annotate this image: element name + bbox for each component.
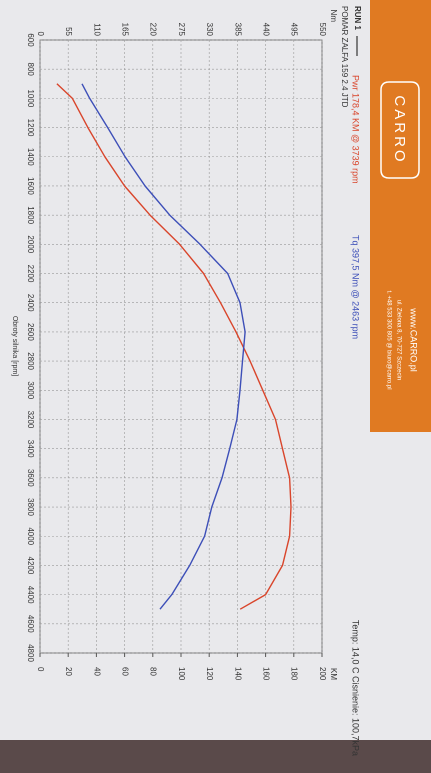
x-tick-label: 4800 <box>26 644 35 662</box>
y2-tick-label: 160 <box>261 667 270 681</box>
x-tick-label: 3600 <box>26 469 35 487</box>
car-name: POMAR ZALFA 159 2.4 JTD <box>340 6 349 108</box>
x-tick-label: 3000 <box>26 381 35 399</box>
x-tick-label: 1600 <box>26 177 35 195</box>
x-tick-label: 4000 <box>26 527 35 545</box>
series-line <box>56 83 292 610</box>
y-tick-label: 220 <box>149 23 158 37</box>
x-tick-label: 2600 <box>26 323 35 341</box>
y-tick-label: 0 <box>36 32 45 37</box>
x-tick-label: 1200 <box>26 119 35 137</box>
x-tick-label: 1400 <box>26 148 35 166</box>
y2-tick-label: 20 <box>64 667 73 676</box>
y-tick-label: 330 <box>205 23 214 37</box>
x-tick-label: 4400 <box>26 586 35 604</box>
y2-tick-label: 80 <box>149 667 158 676</box>
power-peak: Pwr 178,4 KM @ 3739 rpm <box>351 75 361 184</box>
x-tick-label: 2000 <box>26 235 35 253</box>
torque-peak: Tq 397,5 Nm @ 2463 rpm <box>351 235 361 339</box>
brand-contact: t. +48 533 300 805 @ biuro@carro.pl <box>385 290 391 389</box>
x-tick-label: 2400 <box>26 294 35 312</box>
y2-tick-label: 0 <box>36 667 45 672</box>
x-axis-title: Obroty silnika [rpm] <box>11 316 18 376</box>
y-tick-label: 55 <box>64 27 73 36</box>
y2-tick-label: 200 <box>318 667 327 681</box>
x-tick-label: 800 <box>26 63 35 77</box>
banner <box>370 0 431 432</box>
series-line <box>81 83 246 610</box>
y-tick-label: 110 <box>92 23 101 36</box>
logo-frame <box>380 81 420 179</box>
y-tick-label: 275 <box>177 23 186 37</box>
x-tick-label: 3400 <box>26 440 35 458</box>
x-tick-label: 3200 <box>26 411 35 429</box>
y-axis-title: Nm <box>329 10 338 23</box>
x-tick-label: 3800 <box>26 498 35 516</box>
y2-tick-label: 120 <box>205 667 214 681</box>
x-tick-label: 4600 <box>26 615 35 633</box>
y2-tick-label: 140 <box>233 667 242 681</box>
paper <box>0 0 431 740</box>
x-tick-label: 2800 <box>26 352 35 370</box>
logo: CARRO <box>391 95 408 164</box>
y-tick-label: 440 <box>261 23 270 37</box>
rotated-sheet: CARRO www.CARRO.pl ul. Zielona 8, 70-727… <box>11 0 431 756</box>
y-tick-label: 550 <box>318 23 327 37</box>
conditions: Temp: 14,0 C Cisnienie: 100,7kPa <box>351 620 361 756</box>
y2-tick-label: 180 <box>290 667 299 681</box>
x-tick-label: 600 <box>26 33 35 47</box>
brand-url: www.CARRO.pl <box>409 307 419 372</box>
y-tick-label: 495 <box>290 23 299 37</box>
y-tick-label: 165 <box>120 23 129 37</box>
y2-tick-label: 100 <box>177 667 186 681</box>
x-tick-label: 4200 <box>26 557 35 575</box>
brand-address: ul. Zielona 8, 70-727 Szczecin <box>395 300 401 380</box>
x-tick-label: 2200 <box>26 265 35 283</box>
x-tick-label: 1000 <box>26 89 35 107</box>
y2-axis-title: KM <box>329 668 338 680</box>
y2-tick-label: 60 <box>120 667 129 676</box>
y2-tick-label: 40 <box>92 667 101 676</box>
y-tick-label: 385 <box>233 23 242 37</box>
x-tick-label: 1800 <box>26 206 35 224</box>
run-title: RUN 1 <box>353 6 362 31</box>
